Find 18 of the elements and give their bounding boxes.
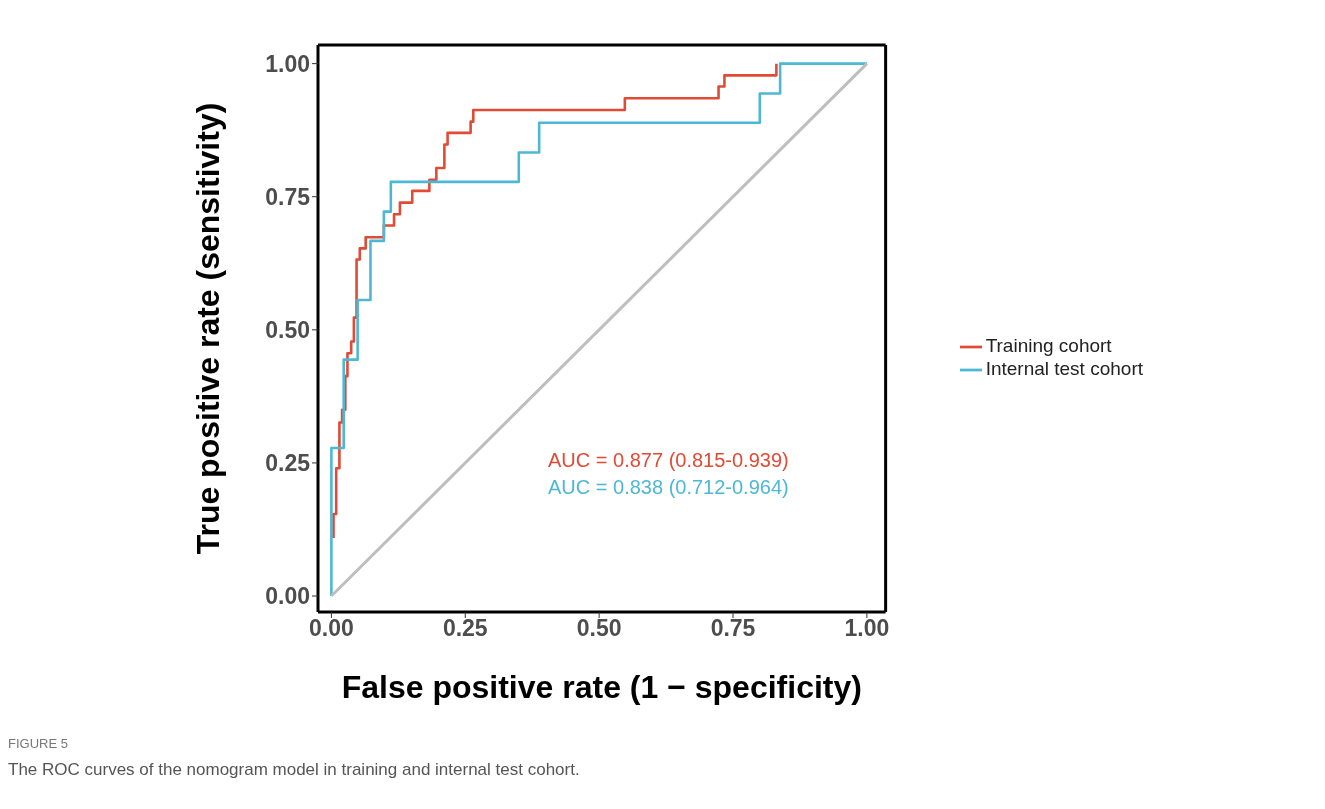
y-tick-label: 0.00 — [265, 583, 310, 610]
text: The ROC curves of the nomogram model in training and internal test cohort. — [8, 760, 580, 780]
annotation: AUC = 0.838 (0.712-0.964) — [548, 476, 789, 499]
caption: FIGURE 5 — [8, 736, 68, 751]
legend-label: Internal test cohort — [985, 358, 1143, 379]
y-tick-label: 0.75 — [265, 183, 311, 210]
y-axis-title: True positive rate (sensitivity) — [190, 102, 227, 555]
x-tick-label: 0.25 — [442, 615, 488, 642]
x-tick-label: 0.50 — [576, 615, 622, 642]
legend-label: Training cohort — [985, 335, 1112, 357]
x-tick-label: 0.75 — [710, 615, 756, 642]
x-tick-label: 1.00 — [844, 615, 890, 642]
y-tick-label: 0.25 — [265, 450, 311, 477]
y-tick-label: 0.50 — [265, 317, 310, 343]
y-tick-label: 1.00 — [265, 50, 310, 77]
x-tick-label: 0.00 — [309, 615, 354, 642]
annotation: AUC = 0.877 (0.815-0.939) — [548, 449, 789, 472]
x-axis-title: False positive rate (1 − specificity) — [341, 669, 862, 705]
